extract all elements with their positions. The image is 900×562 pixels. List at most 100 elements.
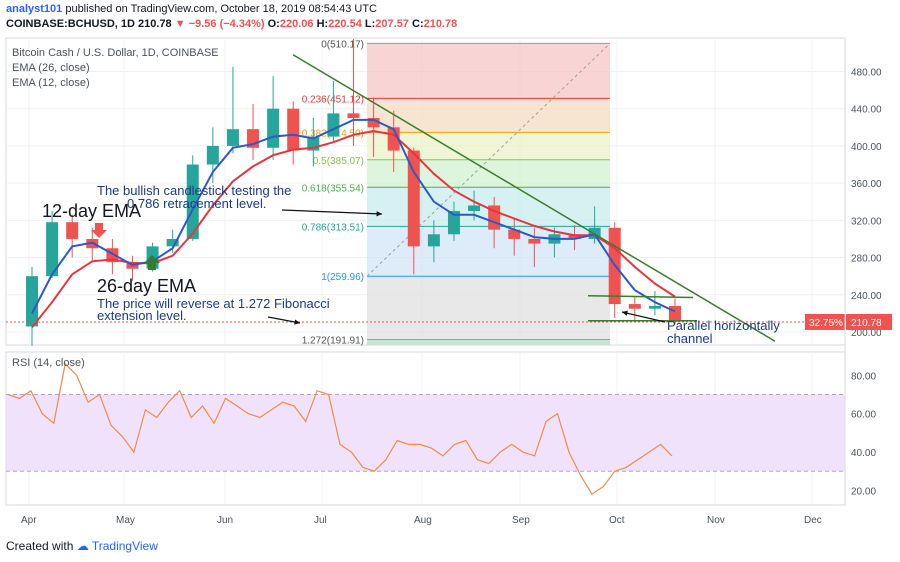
symbol-line: COINBASE:BCHUSD, 1D 210.78 ▼ −9.56 (−4.3… (6, 18, 457, 30)
reverse-annotation-2: extension level. (97, 308, 187, 323)
fib-level-label: 1.272(191.91) (302, 336, 364, 347)
fib-level-label: 1(259.96) (321, 272, 364, 283)
candle-body (528, 238, 541, 244)
candle-body (226, 129, 239, 146)
chart-header: analyst101 published on TradingView.com,… (0, 0, 900, 34)
close-value: 210.78 (423, 18, 458, 30)
bullish-arrow-head (376, 211, 382, 217)
fib-level-label: 0(510.17) (321, 39, 364, 50)
candle-body (568, 234, 581, 239)
rsi-tick-label: 80.00 (851, 371, 876, 382)
channel-annotation-2: channel (667, 331, 713, 346)
price-badge-text: 210.78 (851, 318, 882, 329)
candle-body (66, 222, 79, 239)
publish-info: published on TradingView.com, October 18… (65, 3, 377, 15)
fib-level-label: 0.236(451.12) (302, 94, 364, 105)
price-tick-label: 240.00 (851, 291, 882, 302)
channel-arrow-head (622, 310, 628, 316)
price-tick-label: 480.00 (851, 67, 882, 78)
down-arrow-icon: ▼ (174, 18, 186, 30)
price-tick-label: 280.00 (851, 254, 882, 265)
tradingview-brand[interactable]: TradingView (91, 539, 158, 553)
bullish-annotation-1: The bullish candlestick testing the (97, 183, 292, 198)
x-tick-label: Oct (609, 515, 625, 526)
fib-diagonal (366, 43, 611, 277)
high-label: H: (316, 18, 329, 30)
fib-zone (367, 159, 610, 188)
price-tick-label: 440.00 (851, 105, 882, 116)
footer: Created with ☁ TradingView (6, 539, 158, 553)
reverse-arrow-head (294, 319, 300, 325)
fib-zone (367, 276, 610, 340)
x-tick-label: Apr (21, 515, 37, 526)
candle-body (427, 234, 440, 247)
buy-marker-icon (144, 255, 160, 270)
candle-body (468, 205, 481, 212)
low-value: 207.57 (375, 18, 409, 30)
rsi-band (6, 394, 845, 472)
price-change: −9.56 (−4.34%) (188, 18, 265, 30)
ema26-annotation: 26-day EMA (97, 276, 197, 296)
ema12-legend: EMA (12, close) (12, 77, 90, 89)
open-value: 220.06 (279, 18, 314, 30)
x-tick-label: Aug (414, 515, 432, 526)
candle-body (648, 305, 661, 309)
x-tick-label: Sep (512, 515, 530, 526)
price-tick-label: 400.00 (851, 142, 882, 153)
rsi-line (7, 362, 673, 496)
candle-body (46, 222, 59, 277)
close-label: C: (412, 18, 424, 30)
bullish-annotation-2: 0.786 retracement level. (127, 196, 267, 211)
candle-body (628, 304, 641, 309)
percent-badge-text: 32.75% (809, 318, 843, 329)
fib-zone (367, 132, 610, 160)
candle-body (267, 108, 280, 148)
candle-body (447, 211, 460, 235)
rsi-tick-label: 60.00 (851, 410, 876, 421)
rsi-tick-label: 40.00 (851, 448, 876, 459)
tradingview-logo-icon: ☁ (76, 539, 89, 553)
price-tick-label: 360.00 (851, 179, 882, 190)
bullish-arrow (281, 209, 383, 215)
channel-annotation-1: Parallel horizontally (667, 318, 780, 333)
author-link[interactable]: analyst101 (6, 3, 63, 15)
ema12-line (31, 118, 676, 314)
fib-zone (367, 339, 610, 345)
x-tick-label: Nov (707, 515, 725, 526)
publish-line: analyst101 published on TradingView.com,… (6, 3, 377, 15)
candle-body (287, 108, 300, 151)
created-with-label: Created with (6, 539, 74, 553)
ema12-annotation: 12-day EMA (42, 201, 142, 221)
candle-body (206, 145, 219, 165)
sell-marker-icon (91, 223, 107, 238)
fib-level-label: 0.618(355.54) (302, 183, 364, 194)
reverse-arrow (267, 316, 301, 324)
fib-zone (367, 226, 610, 277)
candle-body (407, 150, 420, 247)
channel-upper-line (587, 294, 694, 299)
x-tick-label: May (116, 515, 135, 526)
rsi-tick-label: 20.00 (851, 486, 876, 497)
candle-body (166, 238, 179, 247)
candle-body (327, 113, 340, 137)
price-chart[interactable]: 200.00 240.00 280.00 320.00 360.00 400.00 440.… (0, 0, 900, 530)
fib-zone (367, 98, 610, 133)
symbol: COINBASE:BCHUSD, 1D (6, 18, 135, 30)
open-label: O: (267, 18, 280, 30)
x-tick-label: Jun (217, 515, 233, 526)
ema26-legend: EMA (26, close) (12, 62, 90, 74)
percent-badge (805, 313, 845, 330)
candle-body (508, 229, 521, 239)
fib-zone (367, 43, 610, 99)
last-price: 210.78 (138, 18, 172, 30)
low-label: L: (364, 18, 376, 30)
candle-body (367, 118, 380, 128)
price-tick-label: 320.00 (851, 216, 882, 227)
channel-arrow (621, 311, 666, 323)
candle-body (347, 113, 360, 119)
candle-body (26, 276, 38, 327)
x-tick-label: Jul (314, 515, 327, 526)
candle-body (387, 127, 400, 151)
fib-level-label: 0.786(313.51) (302, 222, 364, 233)
price-badge (846, 313, 892, 330)
